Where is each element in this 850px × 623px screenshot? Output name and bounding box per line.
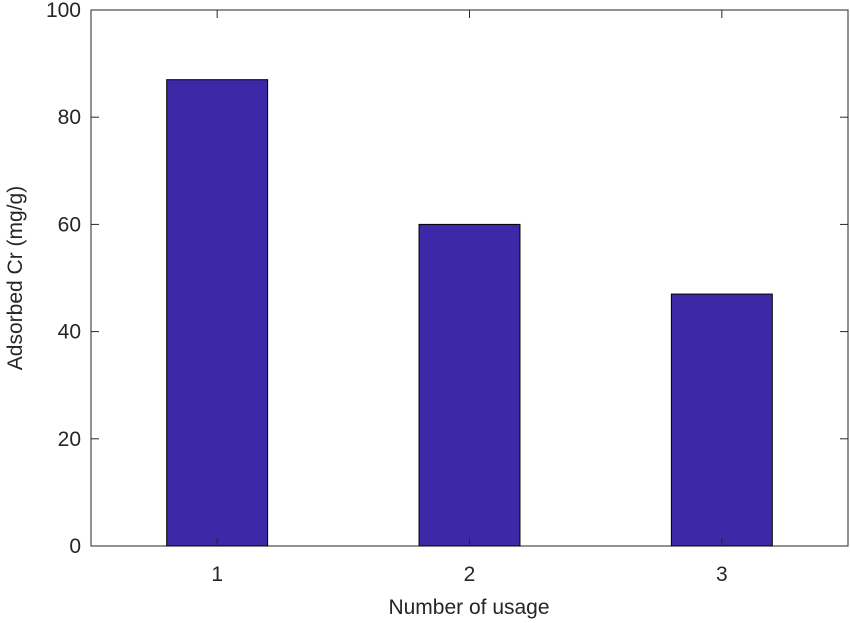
x-tick-label: 1 — [211, 563, 223, 586]
bar — [670, 293, 773, 547]
x-axis-title: Number of usage — [388, 596, 549, 619]
bar — [418, 223, 521, 547]
y-tick-label: 0 — [69, 535, 81, 558]
y-tick-label: 100 — [46, 0, 81, 22]
bar — [166, 79, 269, 547]
y-tick-label: 80 — [58, 106, 81, 129]
x-tick-label: 2 — [464, 563, 476, 586]
y-tick-label: 20 — [58, 428, 81, 451]
y-tick-label: 60 — [58, 213, 81, 236]
x-tick-label: 3 — [716, 563, 728, 586]
y-tick-label: 40 — [58, 321, 81, 344]
y-axis-title: Adsorbed Cr (mg/g) — [4, 186, 27, 370]
